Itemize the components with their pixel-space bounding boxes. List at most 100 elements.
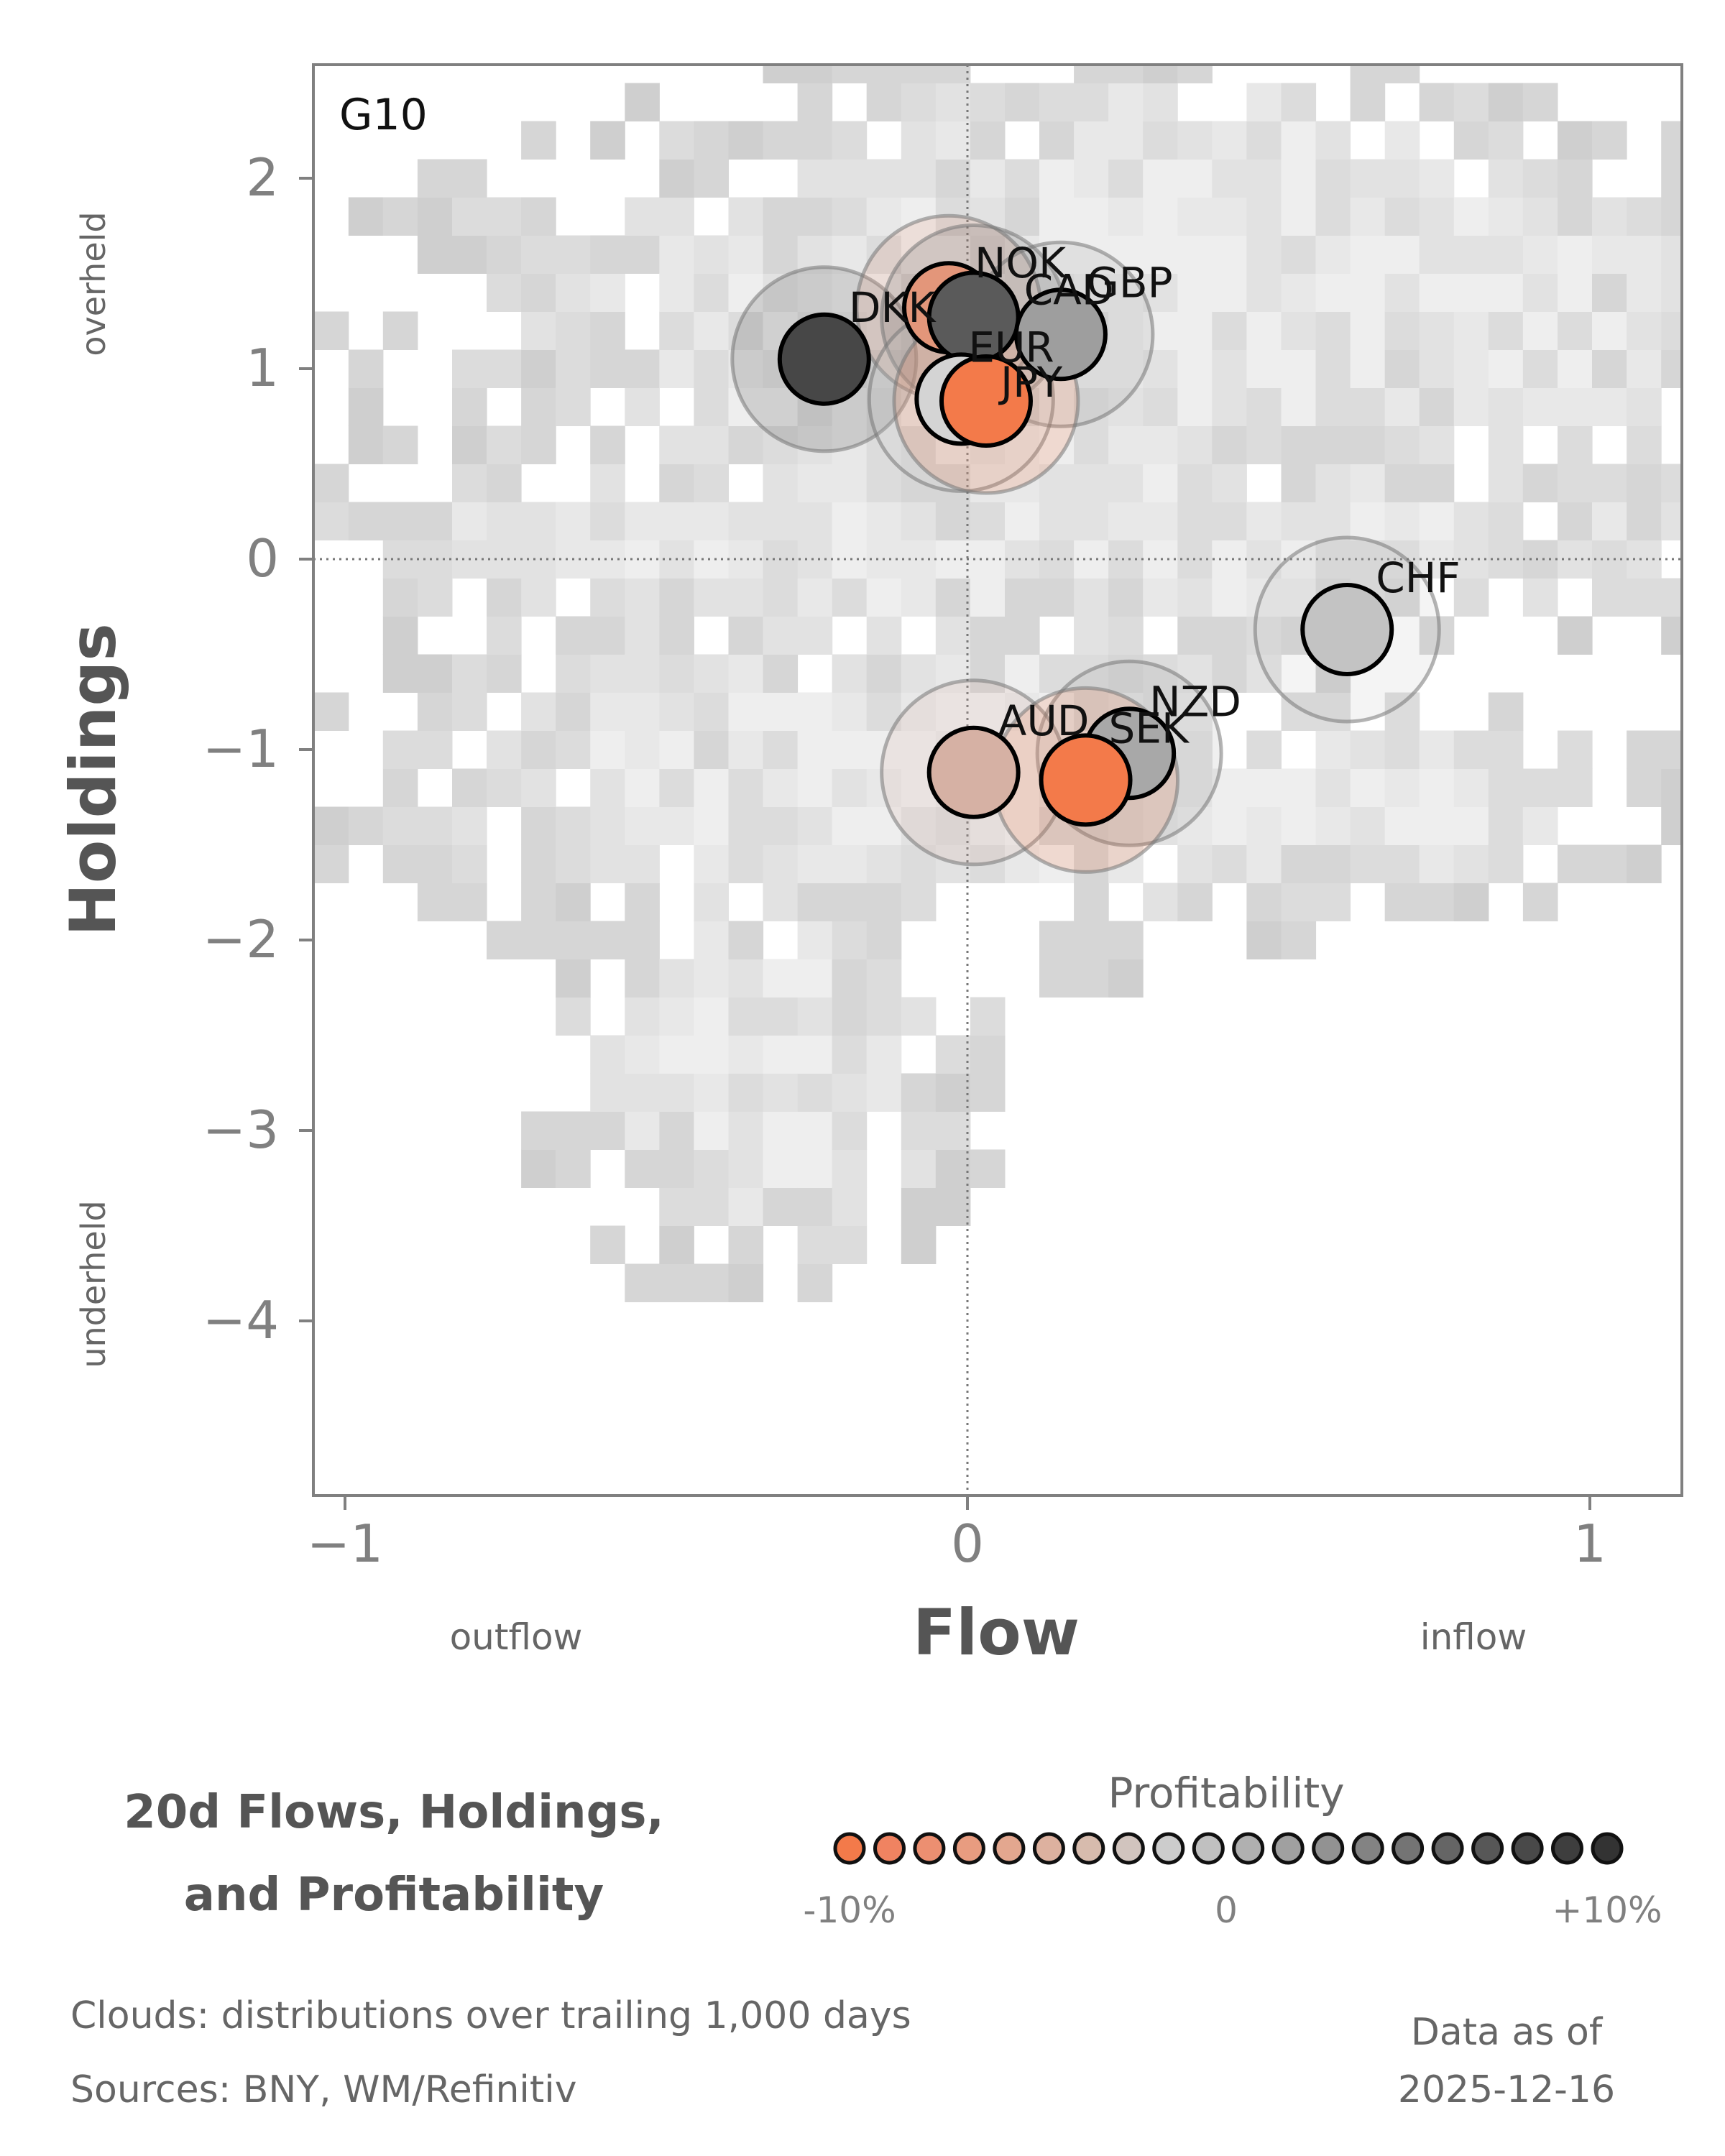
cloud-cell-281	[797, 464, 833, 502]
cloud-cell-293	[832, 1225, 868, 1264]
cloud-cell-71	[521, 768, 556, 807]
cloud-cell-137	[625, 768, 660, 807]
cloud-cell-374	[901, 159, 937, 198]
cloud-cell-92	[556, 806, 591, 845]
cloud-cell-428	[970, 121, 1006, 160]
cloud-cell-616	[1281, 349, 1317, 388]
cloud-cell-721	[1488, 692, 1524, 731]
cloud-cell-587	[1246, 730, 1282, 769]
cloud-cell-88	[556, 959, 591, 998]
cloud-cell-789	[1627, 235, 1662, 274]
cloud-cell-224	[728, 502, 764, 540]
point-jpy	[939, 354, 1033, 448]
cloud-cell-597	[1246, 273, 1282, 312]
cloud-cell-66	[521, 1111, 556, 1150]
cloud-cell-628	[1315, 730, 1351, 769]
cloud-cell-664	[1384, 844, 1420, 883]
cloud-cell-787	[1627, 311, 1662, 350]
x-tick-label-1: 0	[951, 1514, 984, 1574]
cloud-cell-349	[866, 65, 902, 83]
cloud-cell-308	[832, 654, 868, 693]
cloud-cell-752	[1558, 616, 1593, 655]
cloud-cell-126	[625, 1263, 660, 1302]
cloud-cell-570	[1212, 540, 1247, 579]
point-aud	[926, 725, 1021, 819]
cloud-cell-117	[590, 540, 625, 579]
cloud-cell-278	[797, 578, 833, 617]
cloud-cell-680	[1384, 159, 1420, 198]
cloud-cell-134	[625, 883, 660, 921]
cloud-cell-39	[452, 768, 487, 807]
cloud-cell-731	[1488, 197, 1524, 236]
cloud-cell-79	[521, 349, 556, 388]
cloud-cell-55	[487, 616, 522, 655]
cloud-cell-590	[1246, 578, 1282, 617]
cloud-cell-577	[1212, 273, 1247, 312]
cloud-cell-171	[659, 311, 694, 350]
cloud-cell-33	[417, 235, 453, 274]
legend-swatch-12	[1312, 1832, 1345, 1865]
cloud-cell-362	[901, 654, 937, 693]
cloud-cell-7	[348, 502, 384, 540]
cloud-cell-770	[1592, 387, 1627, 426]
legend-swatch-10	[1232, 1832, 1265, 1865]
cloud-cell-250	[763, 502, 799, 540]
cloud-cell-747	[1522, 159, 1558, 198]
cloud-cell-211	[728, 1035, 764, 1074]
cloud-cell-715	[1453, 121, 1489, 160]
cloud-cell-769	[1592, 464, 1627, 502]
cloud-cell-782	[1627, 502, 1662, 540]
cloud-cell-800	[1661, 273, 1682, 312]
cloud-cell-700	[1419, 83, 1455, 121]
x-side-label-outflow: outflow	[450, 1616, 583, 1658]
cloud-cell-282	[797, 425, 833, 464]
cloud-cell-133	[625, 921, 660, 959]
cloud-cell-556	[1177, 349, 1213, 388]
legend-swatch-2	[913, 1832, 946, 1865]
cloud-cell-322	[832, 65, 868, 83]
cloud-cell-76	[521, 502, 556, 540]
cloud-cell-708	[1453, 502, 1489, 540]
cloud-cell-16	[382, 654, 418, 693]
cloud-cell-669	[1384, 578, 1420, 617]
cloud-cell-109	[590, 844, 625, 883]
cloud-cell-537	[1143, 197, 1178, 236]
cloud-cell-762	[1558, 197, 1593, 236]
cloud-cell-56	[487, 578, 522, 617]
cloud-cell-327	[866, 921, 902, 959]
legend-swatch-11	[1271, 1832, 1305, 1865]
cloud-cell-684	[1419, 844, 1455, 883]
cloud-cell-513	[1108, 311, 1144, 350]
cloud-cell-91	[556, 844, 591, 883]
legend-mid-label: 0	[1215, 1889, 1238, 1931]
cloud-cell-157	[659, 997, 694, 1036]
cloud-cell-749	[1558, 844, 1593, 883]
y-axis-title: Holdings	[56, 623, 130, 936]
cloud-cell-185	[694, 921, 729, 959]
cloud-cell-272	[797, 844, 833, 883]
cloud-cell-695	[1419, 311, 1455, 350]
cloud-cell-169	[659, 425, 694, 464]
cloud-cell-538	[1143, 159, 1178, 198]
cloud-cell-742	[1522, 349, 1558, 388]
label-dkk: DKK	[849, 283, 937, 332]
cloud-cell-243	[763, 768, 799, 807]
cloud-cell-509	[1108, 464, 1144, 502]
cloud-cell-403	[935, 83, 971, 121]
cloud-cell-633	[1315, 502, 1351, 540]
cloud-cell-309	[832, 578, 868, 617]
cloud-cell-739	[1522, 540, 1558, 579]
cloud-cell-355	[901, 997, 937, 1036]
cloud-cell-152	[659, 1187, 694, 1226]
cloud-cell-69	[521, 844, 556, 883]
data-as-of-label: Data as of	[1411, 2011, 1604, 2054]
cloud-cell-757	[1558, 387, 1593, 426]
cloud-cell-3	[313, 502, 349, 540]
cloud-cell-103	[556, 235, 591, 274]
cloud-cell-107	[590, 1035, 625, 1074]
cloud-cell-27	[417, 730, 453, 769]
cloud-cell-21	[382, 425, 418, 464]
cloud-cell-48	[452, 235, 487, 274]
cloud-cell-746	[1522, 197, 1558, 236]
cloud-cell-554	[1177, 425, 1213, 464]
